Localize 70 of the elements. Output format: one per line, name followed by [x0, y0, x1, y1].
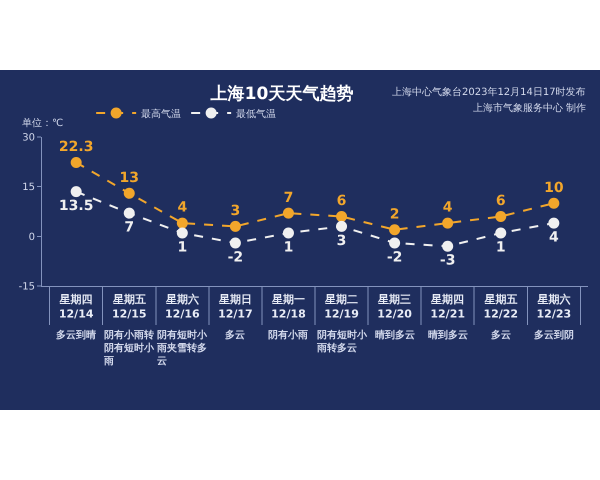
x-tick-label: 星期六 12/23	[536, 293, 572, 320]
x-tick-label: 星期一 12/18	[270, 293, 306, 320]
data-label: -2	[228, 249, 244, 266]
text: 多云到阴	[534, 329, 574, 341]
point	[442, 240, 454, 252]
point	[336, 220, 348, 232]
y-tick-label: -15	[18, 282, 35, 292]
x-tick-label: 星期四 12/21	[430, 293, 465, 320]
data-label: -3	[440, 252, 456, 269]
data-label: 4	[548, 229, 559, 246]
x-tick-label: 星期五 12/15	[112, 293, 147, 320]
data-label: 7	[284, 190, 294, 206]
x-tick-label: 星期五 12/22	[483, 293, 518, 320]
text: 上海市气象服务中心 制作	[473, 102, 586, 114]
point	[548, 218, 560, 229]
text: 上海中心气象台2023年12月14日17时发布	[392, 86, 586, 98]
point	[124, 208, 135, 219]
x-tick-label: 星期六 12/16	[164, 293, 200, 320]
data-label: 2	[390, 206, 400, 222]
point	[495, 228, 506, 239]
point	[389, 237, 400, 248]
data-label: 1	[177, 239, 188, 256]
text: 阴有短时小雨转多云	[316, 329, 368, 354]
data-label: 6	[496, 193, 506, 210]
legend-label: 最低气温	[236, 108, 276, 120]
data-label: 13.5	[58, 198, 94, 214]
point	[230, 220, 241, 232]
data-label: 6	[336, 193, 346, 210]
point	[336, 210, 348, 222]
text: 阴有小雨转阴有短时小雨	[103, 329, 155, 367]
point	[70, 186, 82, 198]
point	[176, 228, 188, 239]
point	[70, 157, 82, 168]
data-label: 22.3	[58, 139, 94, 156]
chart-title: 上海10天天气趋势	[210, 84, 354, 104]
x-tick-label: 星期日 12/17	[218, 293, 253, 320]
data-label: 10	[544, 180, 564, 196]
point	[495, 210, 506, 222]
point	[548, 198, 560, 209]
text: 多云到晴	[56, 329, 96, 341]
point	[176, 218, 188, 229]
point	[230, 237, 241, 248]
y-axis-title: 单位：℃	[22, 117, 64, 129]
point	[124, 188, 135, 199]
data-label: 3	[336, 232, 346, 249]
point	[282, 208, 294, 219]
text: 晴到多云	[428, 329, 468, 341]
data-label: -2	[386, 249, 402, 266]
legend-label: 最高气温	[141, 108, 182, 120]
text: 阴有短时小雨夹雪转多云	[156, 329, 208, 367]
x-tick-label: 星期二 12/19	[324, 293, 359, 320]
text: 多云	[491, 329, 511, 341]
y-tick-label: 0	[28, 232, 35, 243]
data-label: 4	[177, 200, 188, 216]
point	[389, 224, 400, 236]
text: 晴到多云	[375, 329, 415, 341]
y-tick-label: 15	[22, 182, 35, 194]
x-tick-label: 星期四 12/14	[58, 293, 94, 320]
data-label: 3	[230, 203, 240, 220]
point	[282, 228, 294, 239]
text: 阴有小雨	[268, 329, 308, 341]
text: 多云	[225, 329, 245, 341]
data-label: 13	[120, 170, 139, 186]
data-label: 4	[442, 200, 453, 216]
y-tick-label: 30	[22, 132, 35, 144]
data-label: 7	[124, 220, 134, 236]
data-label: 1	[496, 239, 506, 256]
point	[442, 218, 454, 229]
data-label: 1	[284, 239, 294, 256]
x-tick-label: 星期三 12/20	[377, 293, 412, 320]
